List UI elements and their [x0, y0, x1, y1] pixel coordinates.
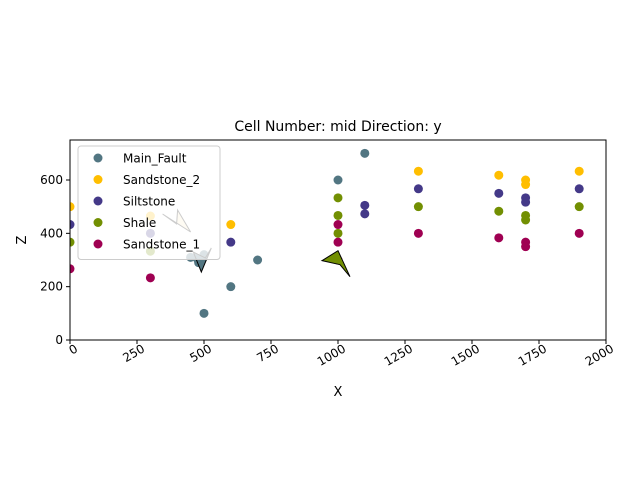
data-point [333, 210, 343, 220]
data-point [360, 148, 370, 158]
data-point [226, 237, 236, 247]
data-point [70, 202, 75, 212]
legend-marker [93, 239, 103, 249]
x-tick-label: 2000 [583, 341, 616, 368]
data-point [333, 228, 343, 238]
data-point [521, 242, 531, 252]
x-axis-label: X [334, 385, 343, 400]
data-point [253, 255, 263, 265]
data-point [145, 273, 155, 283]
legend-label: Sandstone_2 [123, 173, 200, 187]
data-point [333, 193, 343, 203]
x-tick-label: 1750 [516, 341, 549, 368]
data-point [333, 175, 343, 185]
data-point [413, 166, 423, 176]
data-point [494, 170, 504, 180]
legend-marker [93, 153, 103, 163]
y-tick-label: 400 [40, 226, 63, 240]
x-tick-label: 1500 [449, 341, 482, 368]
data-point [574, 184, 584, 194]
legend-label: Main_Fault [123, 152, 187, 166]
y-axis: 0 200 400 600 [40, 173, 70, 347]
data-point [70, 264, 75, 274]
direction-arrow [320, 249, 351, 277]
data-point [226, 282, 236, 292]
data-point [413, 202, 423, 212]
legend-entry: Main_Fault [93, 152, 187, 166]
data-point [360, 200, 370, 210]
x-tick-label: 500 [187, 341, 214, 365]
legend-entry: Shale [93, 216, 156, 230]
x-tick-label: 0 [67, 341, 81, 357]
data-point [521, 197, 531, 207]
chart-title: Cell Number: mid Direction: y [234, 119, 441, 135]
y-tick-label: 0 [55, 333, 63, 347]
data-point [360, 209, 370, 219]
x-tick-label: 750 [254, 341, 281, 365]
legend: Main_Fault Sandstone_2 Siltstone Shale Sands… [77, 145, 221, 260]
legend-entry: Sandstone_2 [93, 173, 200, 187]
legend-box [77, 145, 221, 260]
legend-entry: Sandstone_1 [93, 238, 200, 252]
data-point [413, 228, 423, 238]
x-axis: 0 250 500 750 1000 1250 1500 1750 2000 [67, 340, 616, 369]
data-point [199, 308, 209, 318]
x-tick-label: 250 [120, 341, 147, 365]
data-point [574, 228, 584, 238]
legend-label: Siltstone [123, 195, 175, 209]
x-tick-label: 1000 [315, 341, 348, 368]
legend-marker [93, 218, 103, 227]
data-point [574, 202, 584, 212]
data-point [413, 184, 423, 194]
legend-label: Sandstone_1 [123, 238, 200, 252]
legend-label: Shale [123, 216, 156, 230]
data-point [521, 180, 531, 190]
data-point [226, 220, 236, 230]
legend-marker [93, 175, 103, 184]
data-point [70, 237, 75, 247]
data-point [333, 237, 343, 247]
legend-marker [93, 196, 103, 206]
y-axis-label: Z [15, 235, 30, 244]
data-point [494, 206, 504, 216]
data-point [494, 233, 504, 243]
y-tick-label: 200 [40, 280, 63, 294]
data-point [70, 220, 75, 230]
data-point [574, 166, 584, 176]
y-tick-label: 600 [40, 173, 63, 187]
data-point [521, 215, 531, 225]
legend-entry: Siltstone [93, 195, 175, 209]
data-point [333, 220, 343, 230]
x-tick-label: 1250 [382, 341, 415, 368]
data-point [494, 188, 504, 198]
